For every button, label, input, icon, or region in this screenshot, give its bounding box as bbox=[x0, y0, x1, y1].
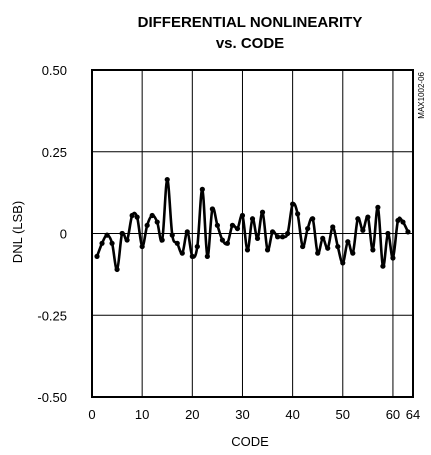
dnl-data-point bbox=[249, 216, 256, 222]
y-tick-label: 0.50 bbox=[42, 63, 67, 78]
dnl-data-point bbox=[345, 239, 351, 245]
chart-title-line-1: DIFFERENTIAL NONLINEARITY bbox=[138, 14, 363, 31]
dnl-data-point bbox=[315, 250, 321, 256]
dnl-data-point bbox=[164, 176, 170, 183]
x-axis-title: CODE bbox=[231, 434, 269, 449]
dnl-data-point bbox=[94, 253, 100, 259]
dnl-data-point bbox=[239, 212, 246, 219]
dnl-data-point bbox=[390, 255, 396, 261]
dnl-data-point bbox=[179, 250, 185, 256]
dnl-data-point bbox=[234, 225, 241, 232]
dnl-data-point bbox=[119, 230, 125, 237]
dnl-data-point bbox=[285, 230, 291, 237]
dnl-data-point bbox=[370, 247, 376, 253]
dnl-data-point bbox=[385, 230, 391, 237]
dnl-data-point bbox=[400, 219, 406, 225]
dnl-data-point bbox=[139, 243, 145, 250]
dnl-data-point bbox=[219, 237, 226, 243]
y-tick-label: -0.50 bbox=[37, 390, 67, 405]
dnl-data-point bbox=[229, 222, 236, 228]
dnl-data-point bbox=[129, 212, 135, 219]
dnl-data-point bbox=[224, 240, 231, 246]
dnl-data-point bbox=[290, 201, 296, 207]
dnl-data-point bbox=[395, 217, 401, 224]
dnl-data-point bbox=[360, 227, 366, 233]
plot-frame bbox=[91, 69, 414, 398]
dnl-data-point bbox=[340, 260, 346, 266]
dnl-data-point bbox=[144, 222, 150, 228]
dnl-data-point bbox=[325, 245, 331, 251]
dnl-data-point bbox=[104, 232, 110, 238]
x-tick-label: 10 bbox=[135, 407, 149, 422]
y-tick-label: 0 bbox=[60, 227, 67, 242]
y-tick-label: -0.25 bbox=[37, 308, 67, 323]
dnl-data-point bbox=[254, 235, 261, 242]
dnl-data-point bbox=[269, 229, 276, 235]
dnl-data-point bbox=[214, 222, 220, 228]
x-tick-label: 0 bbox=[88, 407, 95, 422]
dnl-data-point bbox=[279, 234, 286, 240]
y-axis-title: DNL (LSB) bbox=[10, 201, 25, 263]
series-layer bbox=[94, 176, 411, 273]
dnl-data-point bbox=[330, 224, 336, 230]
x-tick-labels: 0 10 20 30 40 50 60 64 bbox=[88, 407, 420, 422]
x-tick-label: 64 bbox=[406, 407, 420, 422]
dnl-data-point bbox=[134, 214, 140, 220]
chart-title-line-2: vs. CODE bbox=[216, 35, 284, 52]
dnl-data-point bbox=[305, 225, 311, 232]
dnl-data-point bbox=[405, 229, 411, 235]
dnl-data-point bbox=[350, 250, 356, 256]
x-tick-label: 30 bbox=[235, 407, 249, 422]
dnl-data-point bbox=[149, 212, 155, 219]
dnl-data-point bbox=[300, 243, 306, 250]
dnl-data-point bbox=[355, 216, 361, 222]
dnl-data-point bbox=[295, 211, 301, 217]
dnl-data-point bbox=[335, 243, 341, 250]
dnl-data-point bbox=[199, 186, 205, 192]
dnl-data-point bbox=[184, 229, 190, 235]
figure-code-label: MAX1002-06 bbox=[417, 71, 426, 118]
dnl-data-point bbox=[209, 206, 215, 212]
dnl-data-point bbox=[189, 253, 195, 259]
dnl-data-point bbox=[174, 240, 180, 246]
dnl-data-point bbox=[244, 247, 251, 253]
y-tick-label: 0.25 bbox=[42, 145, 67, 160]
dnl-data-point bbox=[375, 204, 381, 210]
dnl-data-point bbox=[109, 240, 115, 246]
x-tick-label: 40 bbox=[285, 407, 299, 422]
grid bbox=[92, 70, 413, 397]
dnl-data-point bbox=[365, 214, 371, 220]
dnl-data-point bbox=[114, 266, 120, 273]
dnl-data-point bbox=[274, 234, 281, 240]
dnl-data-point bbox=[320, 235, 326, 242]
y-tick-labels: 0.50 0.25 0 -0.25 -0.50 bbox=[37, 63, 67, 405]
dnl-data-point bbox=[159, 237, 165, 243]
dnl-data-point bbox=[264, 247, 271, 253]
dnl-data-point bbox=[154, 219, 160, 225]
dnl-data-point bbox=[99, 240, 105, 246]
dnl-data-point bbox=[124, 237, 130, 243]
dnl-data-point bbox=[380, 263, 386, 269]
x-tick-label: 20 bbox=[185, 407, 199, 422]
x-tick-label: 50 bbox=[336, 407, 350, 422]
dnl-data-point bbox=[194, 243, 200, 250]
dnl-series-line bbox=[95, 178, 410, 271]
dnl-data-point bbox=[169, 232, 175, 238]
dnl-data-point bbox=[259, 209, 266, 215]
dnl-data-point bbox=[204, 253, 210, 259]
x-tick-label: 60 bbox=[386, 407, 400, 422]
dnl-data-point bbox=[310, 216, 316, 222]
